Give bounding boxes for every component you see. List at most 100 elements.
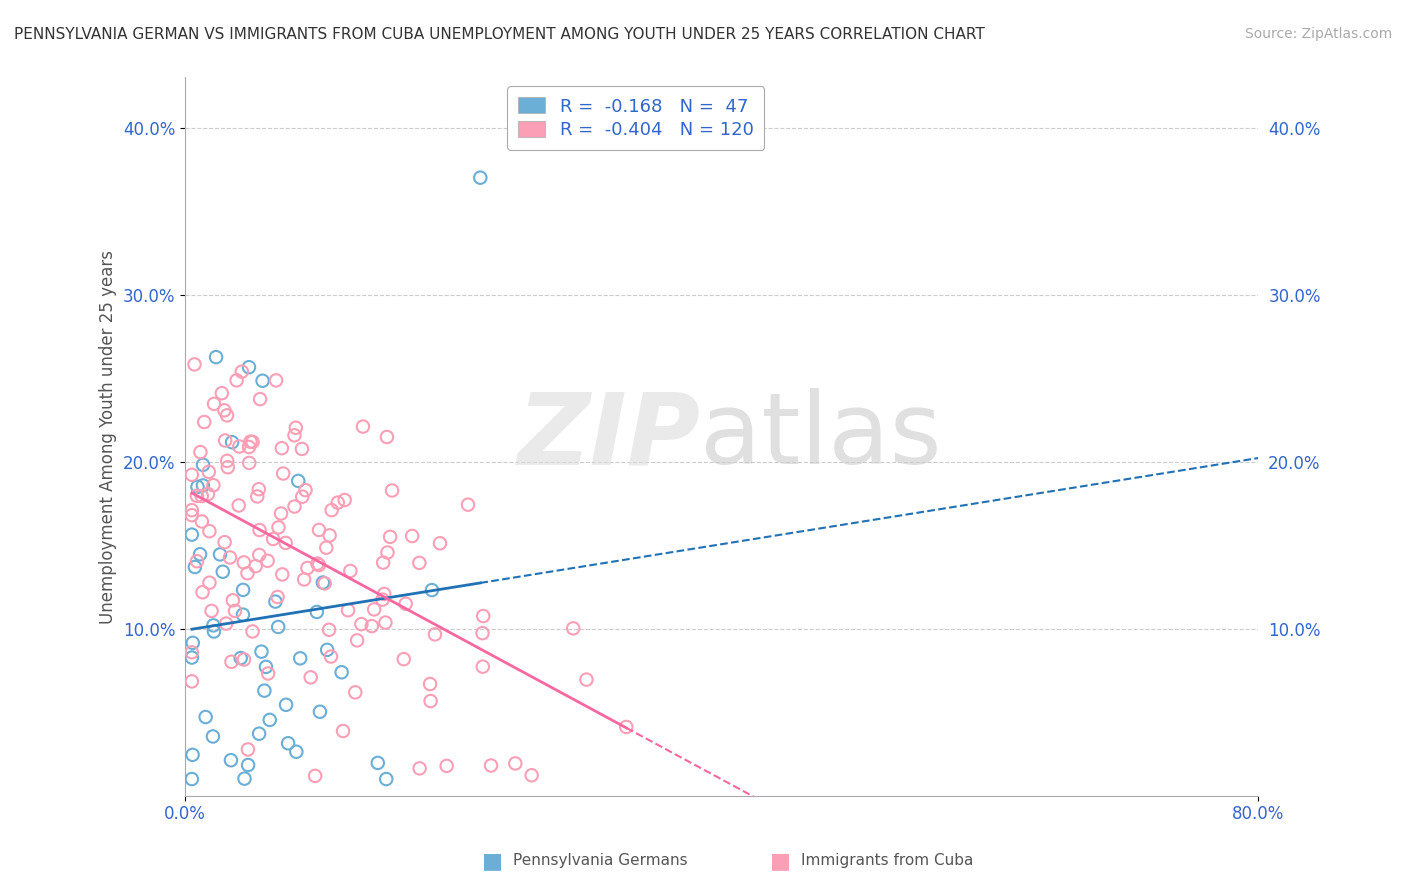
Point (332, 724, 354, 739)
Point (264, 594, 287, 608)
Point (245, 559, 267, 574)
Point (392, 652, 415, 666)
Point (247, 727, 270, 741)
Point (419, 694, 441, 708)
Point (271, 567, 294, 582)
Point (267, 620, 290, 634)
Point (232, 607, 254, 622)
Point (330, 665, 353, 680)
Point (215, 409, 238, 423)
Point (236, 566, 259, 581)
Point (333, 493, 356, 508)
Point (259, 713, 281, 727)
Point (262, 532, 284, 546)
Point (202, 624, 225, 639)
Point (201, 730, 224, 744)
Point (326, 495, 349, 509)
Point (215, 616, 238, 631)
Point (224, 604, 246, 618)
Point (186, 480, 208, 494)
Point (274, 698, 297, 712)
Point (305, 605, 328, 619)
Point (270, 441, 292, 455)
Point (316, 643, 339, 657)
Point (352, 419, 374, 434)
Point (575, 673, 598, 687)
Point (283, 428, 305, 442)
Point (232, 556, 254, 570)
Point (436, 759, 458, 773)
Text: Pennsylvania Germans: Pennsylvania Germans (513, 854, 688, 868)
Point (346, 633, 368, 648)
Point (191, 478, 214, 492)
Point (249, 392, 271, 406)
Point (315, 541, 337, 555)
Point (188, 547, 211, 561)
Point (193, 415, 215, 429)
Point (202, 397, 225, 411)
Point (377, 545, 399, 559)
Point (294, 483, 316, 497)
Point (197, 487, 219, 501)
Point (374, 615, 396, 630)
Point (214, 403, 236, 417)
Point (420, 583, 443, 598)
Point (339, 564, 361, 578)
Point (367, 756, 389, 770)
Point (395, 597, 418, 611)
Point (479, 758, 502, 772)
Point (236, 742, 259, 756)
Point (505, 756, 527, 771)
Point (314, 576, 336, 591)
Point (186, 554, 208, 568)
Point (375, 772, 398, 786)
Point (250, 645, 273, 659)
Point (291, 490, 314, 504)
Point (180, 503, 202, 517)
Point (180, 674, 202, 689)
Text: PENNSYLVANIA GERMAN VS IMMIGRANTS FROM CUBA UNEMPLOYMENT AMONG YOUTH UNDER 25 YE: PENNSYLVANIA GERMAN VS IMMIGRANTS FROM C… (14, 27, 984, 42)
Point (423, 627, 446, 641)
Point (198, 575, 221, 590)
Point (181, 747, 204, 762)
Point (285, 745, 308, 759)
Point (217, 454, 239, 468)
Point (231, 365, 253, 379)
Point (457, 498, 479, 512)
Point (242, 624, 264, 639)
Point (191, 585, 214, 599)
Point (274, 536, 297, 550)
Point (267, 520, 290, 534)
Point (297, 561, 319, 575)
Point (363, 602, 385, 616)
Point (180, 467, 202, 482)
Point (191, 489, 214, 503)
Point (614, 720, 637, 734)
Point (283, 500, 305, 514)
Point (401, 529, 423, 543)
Point (219, 550, 242, 565)
Point (214, 535, 236, 549)
Point (284, 421, 307, 435)
Point (225, 373, 247, 387)
Text: atlas: atlas (700, 388, 942, 485)
Text: ■: ■ (482, 851, 502, 871)
Point (350, 617, 373, 632)
Point (236, 758, 259, 772)
Point (308, 523, 330, 537)
Point (238, 360, 260, 375)
Point (181, 636, 204, 650)
Point (249, 523, 271, 537)
Point (344, 685, 367, 699)
Text: Immigrants from Cuba: Immigrants from Cuba (801, 854, 974, 868)
Point (371, 592, 394, 607)
Point (308, 558, 330, 572)
Point (375, 430, 398, 444)
Point (197, 465, 219, 479)
Point (180, 645, 202, 659)
Point (408, 761, 430, 775)
Point (180, 650, 202, 665)
Point (252, 374, 274, 388)
Point (253, 683, 276, 698)
Point (198, 524, 221, 538)
